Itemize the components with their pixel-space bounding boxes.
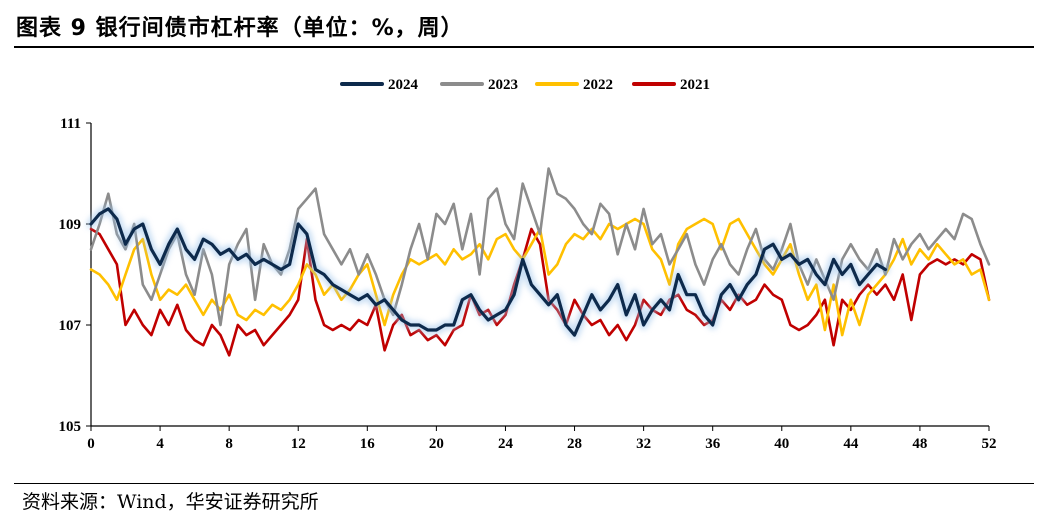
x-tick-label: 8	[225, 436, 233, 452]
x-tick-label: 32	[636, 436, 651, 452]
x-tick-label: 48	[912, 436, 927, 452]
y-tick-label: 107	[59, 318, 82, 334]
legend-label-2021: 2021	[680, 77, 710, 93]
x-tick-label: 4	[156, 436, 164, 452]
chart-title: 图表 9 银行间债市杠杆率（单位：%，周）	[16, 16, 464, 41]
x-tick-label: 40	[774, 436, 789, 452]
y-tick-label: 111	[60, 116, 81, 132]
legend-label-2024: 2024	[388, 77, 419, 93]
x-tick-label: 0	[87, 436, 95, 452]
y-tick-label: 109	[59, 217, 82, 233]
x-tick-label: 52	[982, 436, 997, 452]
source-divider	[14, 483, 1034, 484]
source-note: 资料来源：Wind，华安证券研究所	[22, 491, 319, 513]
x-tick-label: 20	[429, 436, 444, 452]
x-tick-label: 28	[567, 436, 582, 452]
legend-label-2022: 2022	[583, 77, 613, 93]
x-tick-label: 36	[705, 436, 721, 452]
chart-legend: 2024 2023 2022 2021	[340, 77, 710, 93]
x-tick-label: 44	[843, 436, 859, 452]
y-tick-label: 105	[59, 419, 82, 435]
x-tick-label: 24	[498, 436, 514, 452]
x-tick-label: 16	[360, 436, 376, 452]
legend-label-2023: 2023	[488, 77, 518, 93]
x-tick-label: 12	[291, 436, 306, 452]
series-line-2024	[89, 207, 888, 337]
series-layer	[86, 167, 991, 357]
title-divider	[14, 46, 1034, 48]
